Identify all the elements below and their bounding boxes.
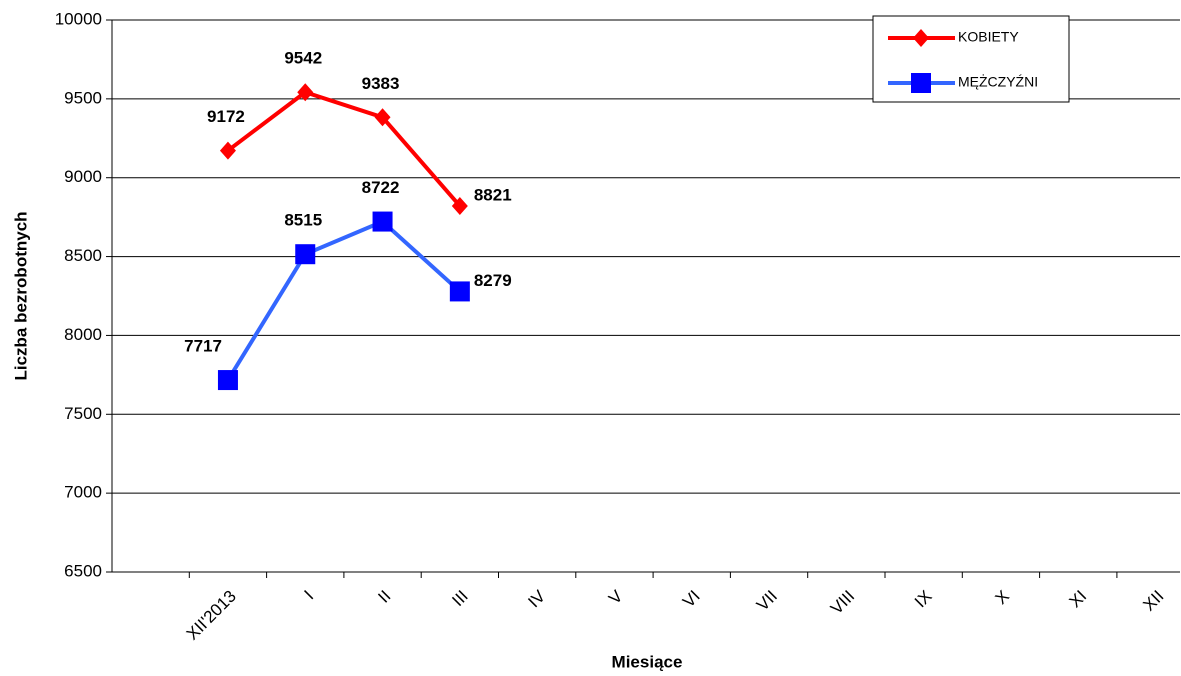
data-label: 9542	[284, 49, 322, 68]
legend-label: KOBIETY	[958, 29, 1019, 45]
data-point	[449, 281, 470, 302]
y-axis-title: Liczba bezrobotnych	[11, 211, 30, 380]
y-tick-label: 8500	[64, 246, 102, 265]
data-label: 9383	[362, 74, 400, 93]
y-tick-label: 10000	[55, 9, 102, 28]
legend-marker	[913, 29, 929, 47]
legend-label: MĘŻCZYŹNI	[958, 73, 1038, 90]
data-point	[297, 83, 314, 102]
x-tick-label: VIII	[827, 587, 858, 618]
x-tick-label: VI	[679, 587, 704, 612]
x-tick-label: I	[300, 587, 317, 604]
data-point	[219, 141, 236, 160]
series-line	[226, 90, 462, 208]
data-point	[217, 370, 238, 391]
x-tick-label: XII'2013	[183, 587, 240, 644]
x-tick-label: IV	[524, 586, 549, 611]
y-tick-label: 7000	[64, 483, 102, 502]
y-tick-label: 8000	[64, 325, 102, 344]
x-tick-label: XII	[1139, 587, 1167, 615]
data-label: 8821	[474, 185, 512, 204]
y-tick-label: 9000	[64, 167, 102, 186]
y-tick-label: 7500	[64, 404, 102, 423]
data-point	[451, 196, 468, 215]
x-tick-label: IX	[911, 587, 936, 612]
x-tick-label: VII	[753, 587, 781, 615]
data-point	[372, 211, 393, 232]
data-label: 8722	[362, 178, 400, 197]
data-label: 8515	[284, 211, 322, 230]
data-point	[374, 108, 391, 127]
x-tick-label: XI	[1065, 587, 1090, 612]
data-label: 7717	[184, 337, 222, 356]
legend-box	[872, 15, 1070, 103]
y-tick-label: 9500	[64, 88, 102, 107]
data-point	[295, 244, 316, 265]
y-tick-label: 6500	[64, 561, 102, 580]
x-tick-label: X	[991, 587, 1012, 608]
x-tick-label: II	[374, 587, 394, 607]
legend-marker	[911, 73, 931, 93]
series-line	[226, 219, 462, 382]
data-label: 8279	[474, 271, 512, 290]
x-tick-label: V	[605, 586, 627, 608]
x-axis-title: Miesiące	[612, 652, 683, 671]
x-tick-label: III	[448, 587, 471, 610]
legend: KOBIETY MĘŻCZYŹNI	[872, 15, 1070, 103]
data-label: 9172	[207, 107, 245, 126]
